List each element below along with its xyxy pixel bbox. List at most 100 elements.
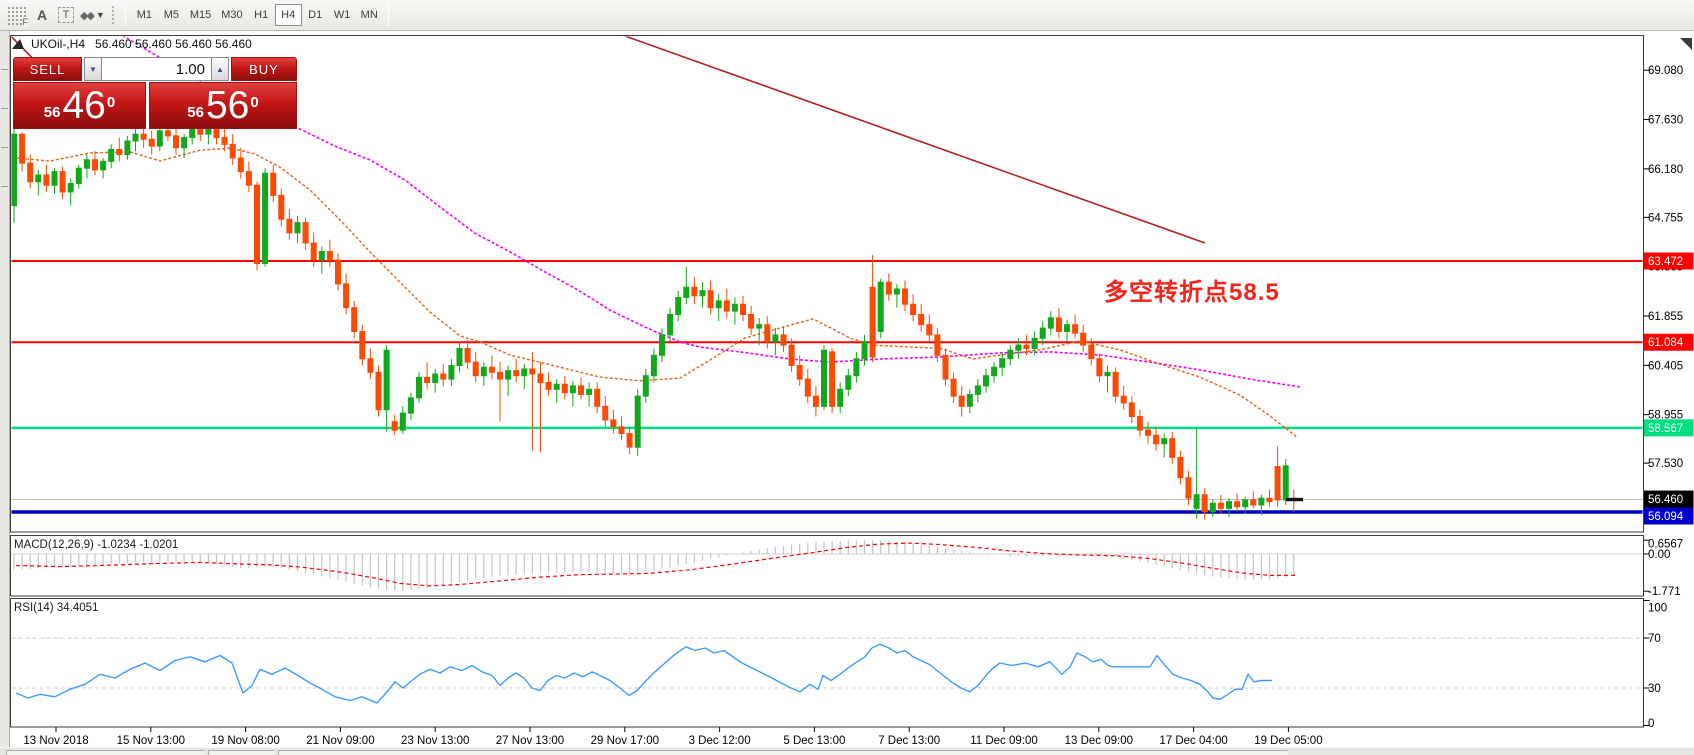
candle-body	[262, 172, 269, 264]
candle-body	[254, 184, 260, 264]
bid-integer: 56	[43, 104, 61, 121]
candle-body	[1217, 502, 1224, 509]
candle-body	[1185, 477, 1192, 499]
timeframe-button-m30[interactable]: M30	[221, 9, 243, 21]
volume-decrease-button[interactable]: ▼	[84, 57, 102, 81]
candle-body	[950, 378, 957, 397]
candle-body	[569, 385, 576, 394]
macd-value: -1.0234	[97, 539, 137, 551]
candle-body	[35, 174, 42, 183]
candle-body	[1039, 327, 1046, 339]
candle-body	[926, 324, 933, 336]
candle-body	[424, 376, 431, 384]
candle-body	[877, 281, 884, 332]
grid-icon: F	[6, 5, 28, 27]
descending-trendline	[624, 36, 1206, 244]
candle-body	[391, 421, 398, 431]
candle-body	[132, 133, 139, 142]
candle-body	[497, 371, 503, 380]
volume-input[interactable]: 1.00	[102, 57, 211, 81]
candle-body	[521, 368, 528, 377]
timeframe-button-w1[interactable]: W1	[333, 9, 351, 21]
candle-body	[659, 334, 665, 356]
svg-text:3 Dec 12:00: 3 Dec 12:00	[689, 735, 751, 747]
pane-frames	[10, 35, 1644, 728]
shapes-icon: ◆◆	[80, 9, 95, 22]
sell-button[interactable]: SELL	[13, 57, 82, 81]
candle-body	[173, 135, 179, 149]
level-lines	[11, 260, 1643, 514]
shapes-tool-button[interactable]: ◆◆ ▼	[79, 4, 106, 27]
candle-body	[367, 358, 374, 373]
candle-body	[164, 130, 171, 137]
candle-body	[991, 366, 998, 377]
timeframe-button-m1[interactable]: M1	[136, 9, 152, 21]
bid-price-display[interactable]: 56 46 0	[13, 82, 146, 129]
volume-increase-button[interactable]: ▲	[211, 57, 229, 81]
price-axis: 69.08067.63066.18064.75563.30561.85560.4…	[1643, 38, 1694, 525]
timeframe-button-mn[interactable]: MN	[360, 9, 378, 21]
candle-body	[294, 222, 301, 234]
chart-annotation-text: 多空转折点58.5	[1104, 279, 1280, 306]
candle-body	[270, 172, 277, 196]
candle-body	[731, 303, 738, 312]
svg-text:70: 70	[1648, 633, 1661, 645]
candle-body	[829, 351, 836, 407]
svg-text:29 Nov 17:00: 29 Nov 17:00	[591, 735, 659, 747]
svg-text:13 Nov 2018: 13 Nov 2018	[23, 735, 88, 747]
left-panel-splitter[interactable]	[0, 31, 10, 747]
candle-body	[764, 324, 771, 343]
candle-body	[626, 433, 633, 448]
candle-body	[1153, 434, 1160, 445]
candle-body	[19, 133, 26, 164]
candle-body	[156, 130, 163, 147]
candle-body	[67, 183, 74, 193]
candle-body	[1072, 324, 1079, 334]
timeframe-button-d1[interactable]: D1	[308, 9, 323, 21]
candle-body	[318, 251, 325, 261]
candle-body	[545, 382, 552, 390]
candle-body	[1258, 497, 1265, 506]
ask-price-display[interactable]: 56 56 0	[149, 82, 297, 129]
candle-body	[1023, 344, 1030, 349]
candle-body	[407, 397, 414, 414]
macd-label: MACD(12,26,9) -1.0234 -1.0201	[14, 539, 179, 551]
rsi-line	[15, 643, 1272, 704]
timeframe-button-h1[interactable]: H1	[254, 9, 269, 21]
symbol-marker-icon	[11, 39, 27, 49]
candle-body	[1201, 494, 1208, 513]
timeframe-button-m5[interactable]: M5	[163, 9, 179, 21]
svg-text:69.080: 69.080	[1648, 65, 1683, 77]
ask-integer: 56	[187, 104, 204, 121]
candle-body	[910, 303, 917, 315]
candle-body	[140, 133, 147, 140]
label-tool-button[interactable]: A	[36, 7, 48, 23]
timeframe-button-m15[interactable]: M15	[189, 9, 212, 21]
candle-body	[286, 218, 293, 234]
candle-body	[1120, 395, 1127, 404]
timeframe-button-h4[interactable]: H4	[274, 4, 302, 26]
moving-averages	[15, 36, 1301, 439]
candle-body	[1169, 438, 1176, 458]
text-tool-button[interactable]: T	[55, 4, 77, 27]
svg-text:19 Nov 08:00: 19 Nov 08:00	[211, 735, 279, 747]
svg-text:0.6567: 0.6567	[1648, 539, 1683, 551]
candle-body	[1266, 497, 1273, 503]
candle-body	[974, 385, 981, 395]
candle-body	[537, 373, 544, 384]
candle-body	[116, 148, 123, 156]
candle-body	[966, 393, 973, 407]
buy-button[interactable]: BUY	[231, 57, 297, 81]
candle-body	[237, 157, 244, 173]
svg-text:0: 0	[1648, 718, 1654, 730]
candle-body	[1250, 499, 1257, 506]
grid-tool-button[interactable]: F	[5, 4, 29, 27]
trendlines[interactable]	[8, 33, 1206, 244]
svg-text:21 Nov 09:00: 21 Nov 09:00	[306, 735, 374, 747]
candle-body	[723, 300, 730, 312]
candle-body	[553, 383, 560, 390]
candle-body	[1161, 438, 1168, 445]
timeframe-bar: M1 M5 M15 M30 H1 H4 D1 W1 MN	[131, 4, 383, 26]
candle-body	[448, 365, 455, 380]
